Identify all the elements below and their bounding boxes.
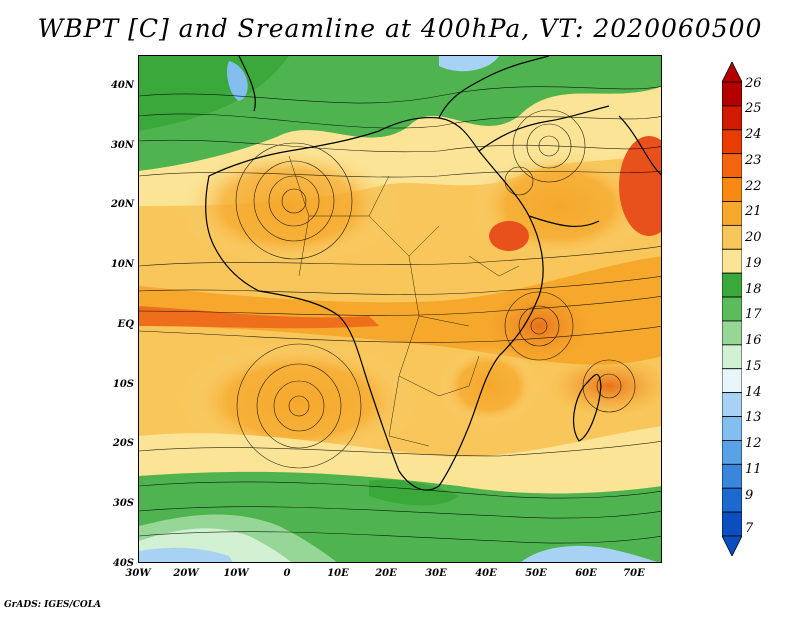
colorbar-swatch	[722, 416, 742, 441]
colorbar	[722, 62, 742, 556]
y-tick-label: 30S	[112, 498, 134, 509]
colorbar-swatch	[722, 487, 742, 513]
colorbar-swatch	[722, 463, 742, 489]
colorbar-label: 17	[745, 307, 762, 322]
colorbar-swatch	[722, 296, 742, 322]
colorbar-label: 25	[745, 101, 762, 116]
colorbar-swatch	[722, 105, 742, 131]
y-tick-label: 40S	[112, 558, 134, 569]
y-tick-label: 20N	[110, 199, 134, 210]
colorbar-swatch	[722, 129, 742, 155]
colorbar-swatch	[722, 392, 742, 417]
colorbar-swatch	[722, 201, 742, 226]
colorbar-swatch	[722, 81, 742, 107]
colorbar-swatch	[722, 368, 742, 394]
colorbar-label: 12	[745, 436, 762, 451]
x-tick-label: 10W	[223, 568, 249, 579]
colorbar-swatch	[722, 272, 742, 298]
y-tick-label: 30N	[110, 140, 134, 151]
colorbar-label: 18	[745, 282, 762, 297]
colorbar-swatch	[722, 177, 742, 202]
colorbar-label: 14	[745, 385, 762, 400]
colorbar-label: 21	[745, 204, 762, 219]
colorbar-swatch	[722, 153, 742, 178]
x-tick-label: 60E	[575, 568, 597, 579]
x-tick-label: 50E	[525, 568, 547, 579]
colorbar-swatch	[722, 440, 742, 465]
x-tick-label: 30W	[125, 568, 151, 579]
colorbar-label: 22	[745, 179, 762, 194]
colorbar-label: 11	[745, 462, 762, 477]
colorbar-label: 16	[745, 333, 762, 348]
y-tick-label: 40N	[110, 80, 134, 91]
colorbar-swatch	[722, 320, 742, 346]
y-tick-label: 10S	[112, 379, 134, 390]
map-panel	[138, 55, 662, 563]
colorbar-label: 15	[745, 359, 762, 374]
y-tick-label: EQ	[117, 319, 134, 330]
colorbar-label: 24	[745, 127, 762, 142]
colorbar-label: 7	[745, 521, 754, 536]
wbpt-field	[139, 56, 661, 562]
x-tick-label: 30E	[425, 568, 447, 579]
x-tick-label: 10E	[327, 568, 349, 579]
colorbar-label: 26	[745, 76, 762, 91]
colorbar-swatch	[722, 344, 742, 370]
x-tick-label: 40E	[475, 568, 497, 579]
x-tick-label: 0	[283, 568, 291, 579]
y-tick-label: 20S	[112, 438, 134, 449]
footer-credit: GrADS: IGES/COLA	[4, 600, 102, 610]
colorbar-swatch	[722, 511, 742, 537]
x-tick-label: 70E	[623, 568, 645, 579]
x-tick-label: 20E	[375, 568, 397, 579]
colorbar-label: 23	[745, 153, 762, 168]
colorbar-label: 19	[745, 256, 762, 271]
colorbar-label: 13	[745, 410, 762, 425]
colorbar-label: 20	[745, 230, 762, 245]
x-tick-label: 20W	[173, 568, 199, 579]
colorbar-swatch	[722, 248, 742, 274]
y-tick-label: 10N	[110, 259, 134, 270]
map-title: WBPT [C] and Sreamline at 400hPa, VT: 20…	[37, 14, 763, 43]
colorbar-swatch	[722, 224, 742, 250]
colorbar-label: 9	[745, 488, 754, 503]
